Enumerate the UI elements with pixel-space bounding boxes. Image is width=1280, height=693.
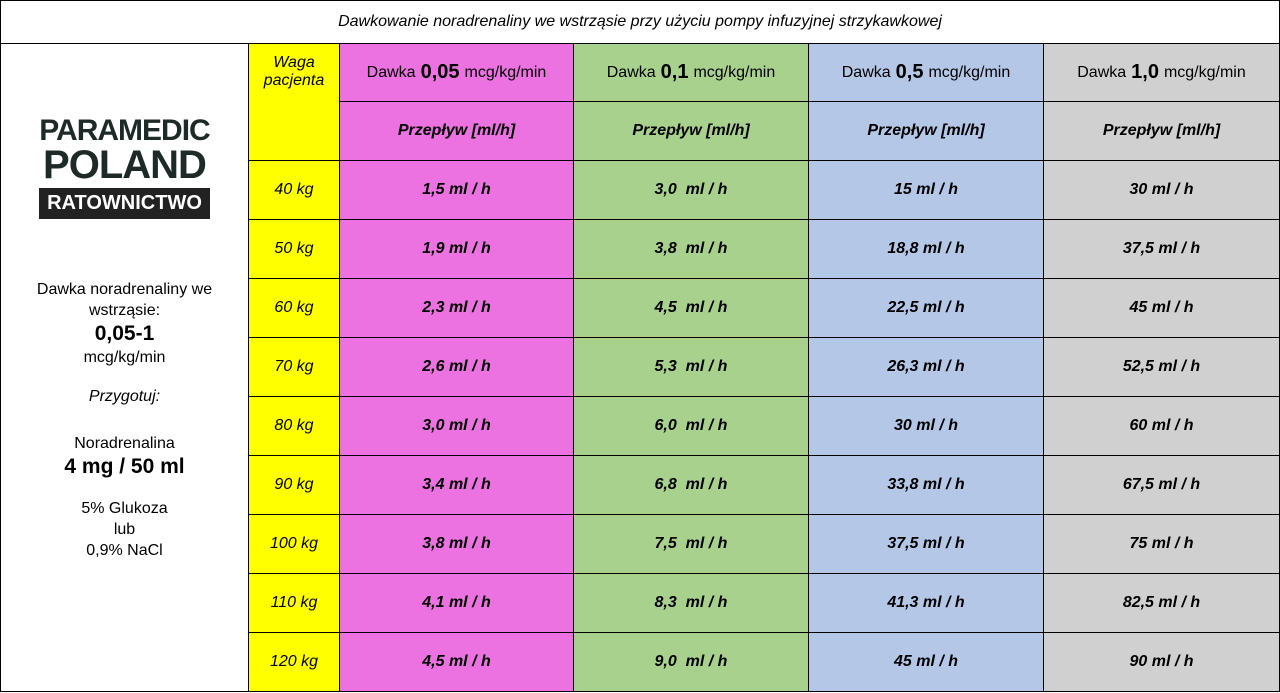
flow-cell: 37,5 ml / h [808, 514, 1044, 574]
weight-cell: 90 kg [248, 455, 340, 515]
header-part: Dawka [366, 63, 416, 81]
flow-cell: 30 ml / h [808, 396, 1044, 456]
flow-cell: 67,5 ml / h [1043, 455, 1280, 515]
flow-cell: 9,0 ml / h [573, 632, 809, 692]
flow-cell: 33,8 ml / h [808, 455, 1044, 515]
weight-cell: 60 kg [248, 278, 340, 338]
weight-cell: 120 kg [248, 632, 340, 692]
flow-cell: 2,3 ml / h [339, 278, 574, 338]
flow-header: Przepływ [ml/h] [808, 101, 1044, 161]
header-part: mcg/kg/min [464, 63, 547, 81]
flow-cell: 2,6 ml / h [339, 337, 574, 397]
flow-cell: 4,5 ml / h [339, 632, 574, 692]
logo-text: POLAND [43, 143, 207, 187]
header-part: 1,0 [1131, 61, 1159, 83]
flow-cell: 6,0 ml / h [573, 396, 809, 456]
logo-text: PARAMEDIC [39, 114, 210, 147]
flow-cell: 37,5 ml / h [1043, 219, 1280, 279]
flow-cell: 90 ml / h [1043, 632, 1280, 692]
dose-header: Dawka 0,1 mcg/kg/min [573, 43, 809, 102]
flow-cell: 1,5 ml / h [339, 160, 574, 220]
header-part: Dawka [841, 63, 891, 81]
weight-cell: 70 kg [248, 337, 340, 397]
flow-cell: 4,5 ml / h [573, 278, 809, 338]
dose-header: Dawka 1,0 mcg/kg/min [1043, 43, 1280, 102]
flow-cell: 45 ml / h [808, 632, 1044, 692]
info-diluent: 0,9% NaCl [86, 542, 163, 559]
flow-cell: 45 ml / h [1043, 278, 1280, 338]
weight-cell: 50 kg [248, 219, 340, 279]
weight-cell: 80 kg [248, 396, 340, 456]
header-part: 0,05 [420, 61, 460, 83]
logo-text: RATOWNICTWO [39, 188, 210, 219]
table-title: Dawkowanie noradrenaliny we wstrząsie pr… [0, 0, 1280, 44]
weight-cell: 100 kg [248, 514, 340, 574]
flow-cell: 3,0 ml / h [339, 396, 574, 456]
dose-header: Dawka 0,05 mcg/kg/min [339, 43, 574, 102]
flow-cell: 41,3 ml / h [808, 573, 1044, 633]
flow-cell: 60 ml / h [1043, 396, 1280, 456]
header-part: 0,1 [660, 61, 689, 83]
header-part: Dawka [606, 63, 656, 81]
info-drug: Noradrenalina [74, 435, 175, 452]
weight-cell: 40 kg [248, 160, 340, 220]
flow-cell: 26,3 ml / h [808, 337, 1044, 397]
info-range: 0,05-1 [94, 322, 155, 345]
weight-header: Waga pacjenta [248, 43, 340, 161]
flow-header: Przepływ [ml/h] [339, 101, 574, 161]
info-label: Dawka noradrenaliny we wstrząsie: [36, 281, 213, 319]
header-part: mcg/kg/min [693, 63, 776, 81]
flow-header: Przepływ [ml/h] [573, 101, 809, 161]
info-prepare: Przygotuj: [88, 388, 161, 405]
flow-cell: 3,8 ml / h [573, 219, 809, 279]
flow-cell: 4,1 ml / h [339, 573, 574, 633]
flow-cell: 5,3 ml / h [573, 337, 809, 397]
flow-cell: 52,5 ml / h [1043, 337, 1280, 397]
flow-cell: 1,9 ml / h [339, 219, 574, 279]
header-part: mcg/kg/min [928, 63, 1011, 81]
flow-cell: 8,3 ml / h [573, 573, 809, 633]
side-panel: PARAMEDIC POLAND RATOWNICTWO Dawka norad… [0, 43, 249, 692]
info-diluent: 5% Glukoza [81, 500, 168, 517]
flow-cell: 75 ml / h [1043, 514, 1280, 574]
info-unit: mcg/kg/min [83, 349, 166, 366]
flow-header: Przepływ [ml/h] [1043, 101, 1280, 161]
info-concentration: 4 mg / 50 ml [64, 455, 185, 478]
flow-cell: 18,8 ml / h [808, 219, 1044, 279]
flow-cell: 3,0 ml / h [573, 160, 809, 220]
flow-cell: 82,5 ml / h [1043, 573, 1280, 633]
flow-cell: 30 ml / h [1043, 160, 1280, 220]
header-part: Dawka [1077, 63, 1127, 81]
header-part: mcg/kg/min [1163, 63, 1246, 81]
flow-cell: 22,5 ml / h [808, 278, 1044, 338]
info-or: lub [113, 521, 136, 538]
flow-cell: 6,8 ml / h [573, 455, 809, 515]
flow-cell: 7,5 ml / h [573, 514, 809, 574]
flow-cell: 3,8 ml / h [339, 514, 574, 574]
weight-cell: 110 kg [248, 573, 340, 633]
flow-cell: 15 ml / h [808, 160, 1044, 220]
dose-header: Dawka 0,5 mcg/kg/min [808, 43, 1044, 102]
flow-cell: 3,4 ml / h [339, 455, 574, 515]
header-part: 0,5 [895, 61, 924, 83]
